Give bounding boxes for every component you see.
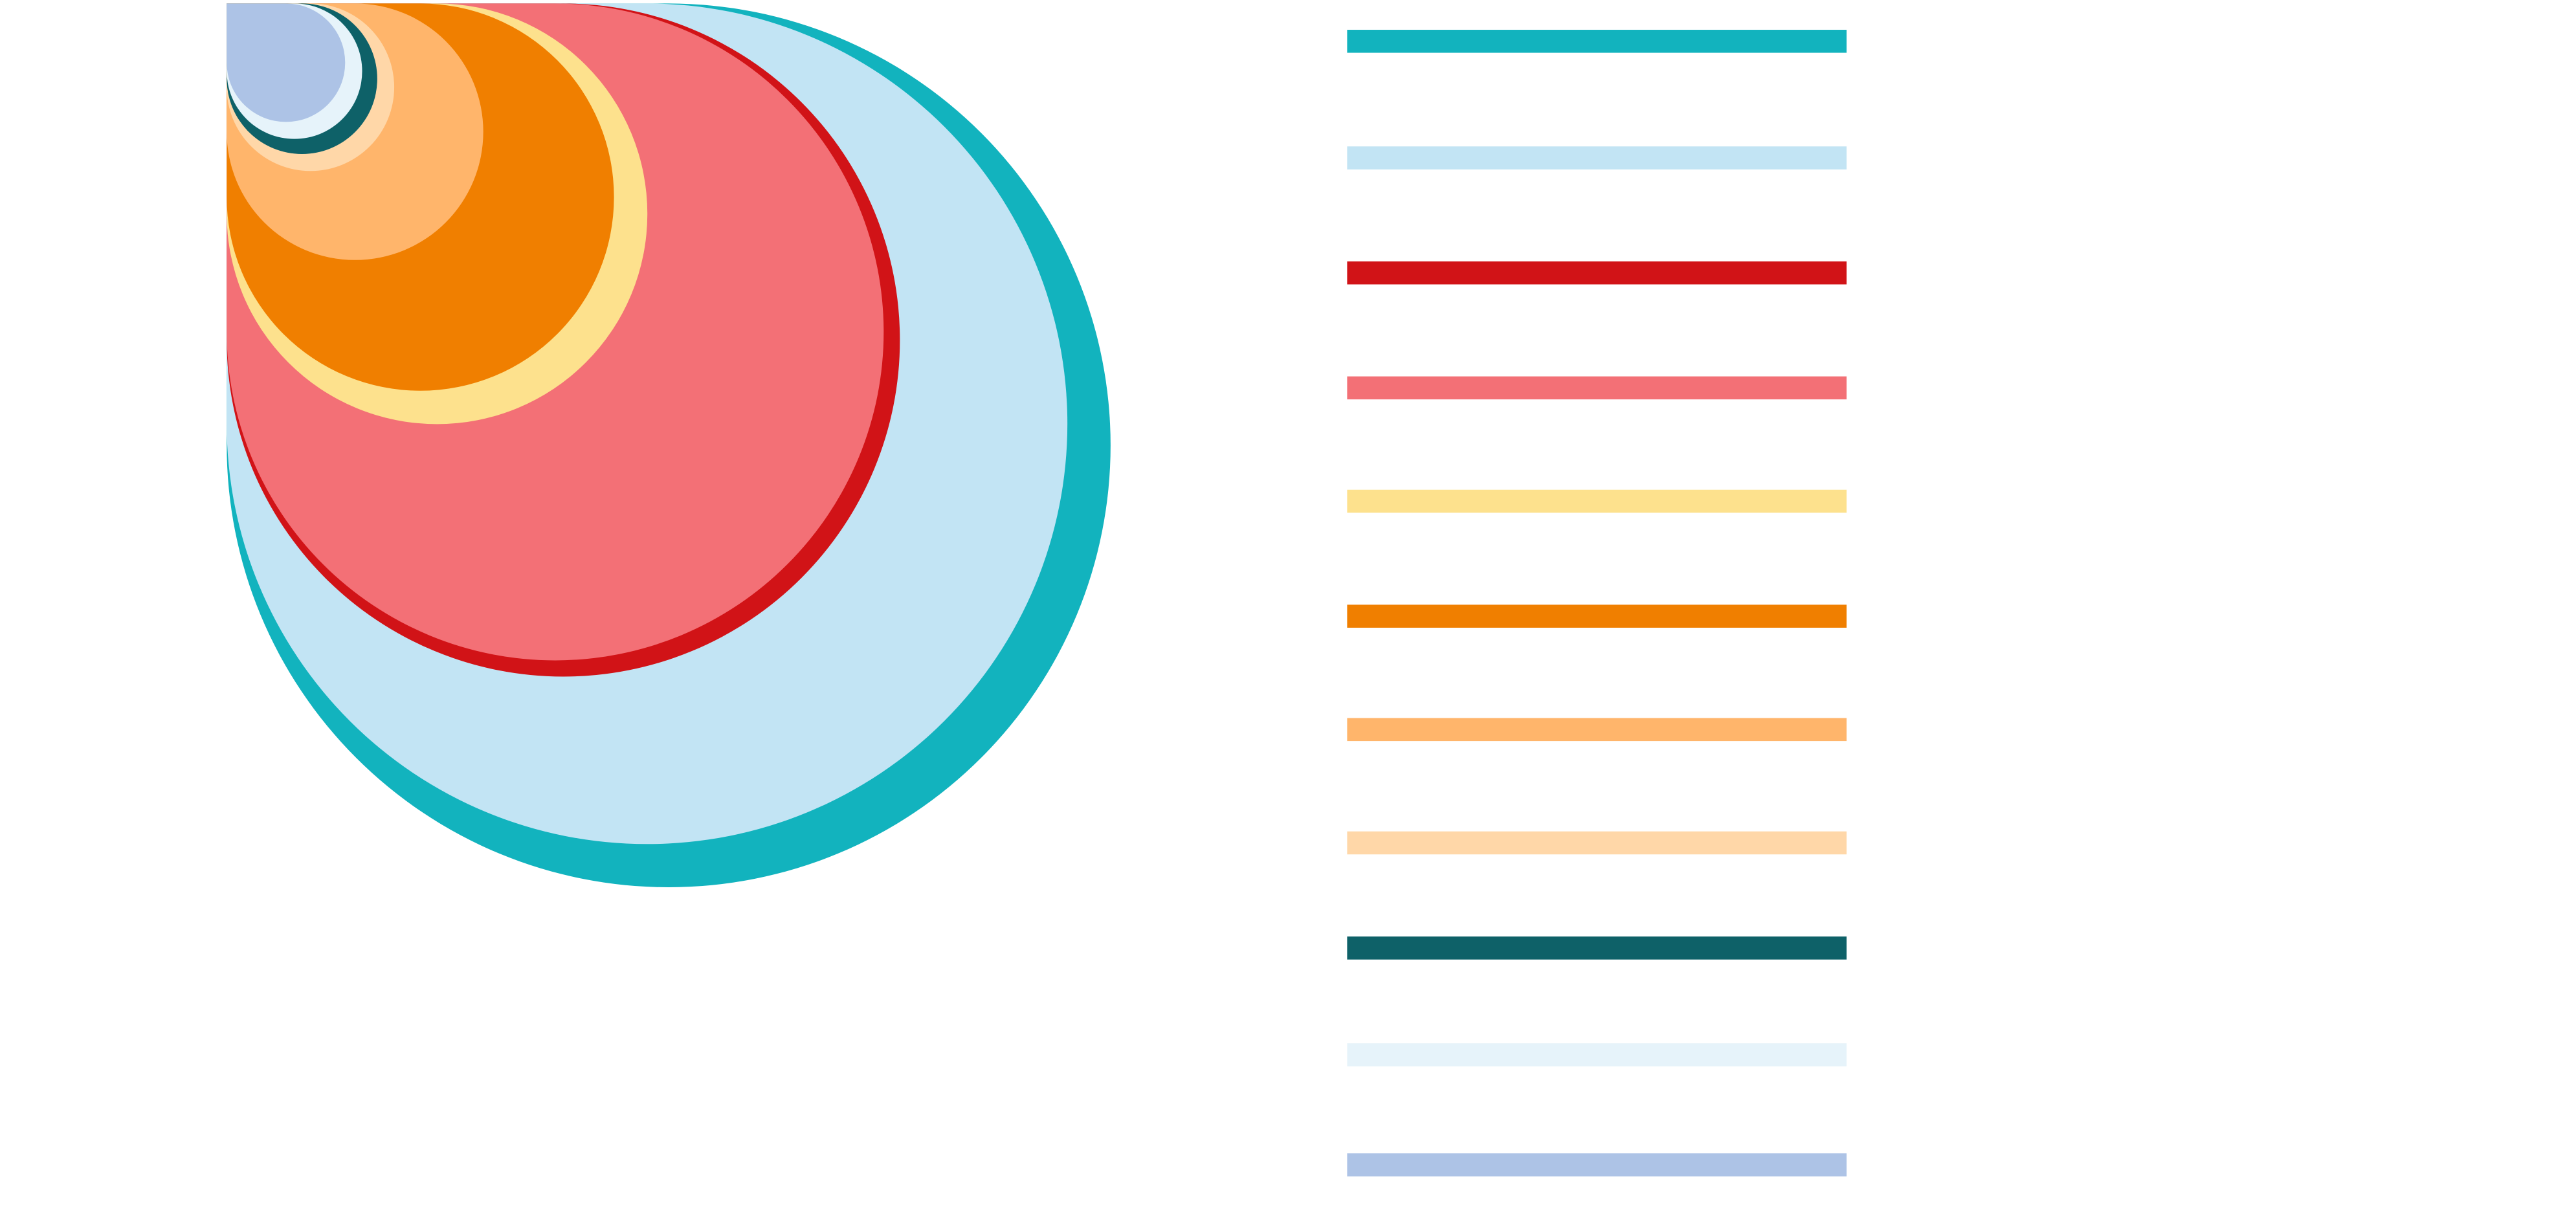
bubble	[227, 3, 346, 122]
legend-swatch	[1347, 936, 1847, 960]
legend-swatch	[1347, 1153, 1847, 1177]
legend-swatch	[1347, 604, 1847, 628]
legend-swatch	[1347, 1043, 1847, 1067]
legend-swatch	[1347, 376, 1847, 400]
legend-swatch	[1347, 831, 1847, 855]
legend-swatch	[1347, 261, 1847, 285]
legend-swatch	[1347, 489, 1847, 513]
legend-swatch	[1347, 30, 1847, 53]
legend-swatch	[1347, 718, 1847, 742]
legend-swatch	[1347, 146, 1847, 170]
